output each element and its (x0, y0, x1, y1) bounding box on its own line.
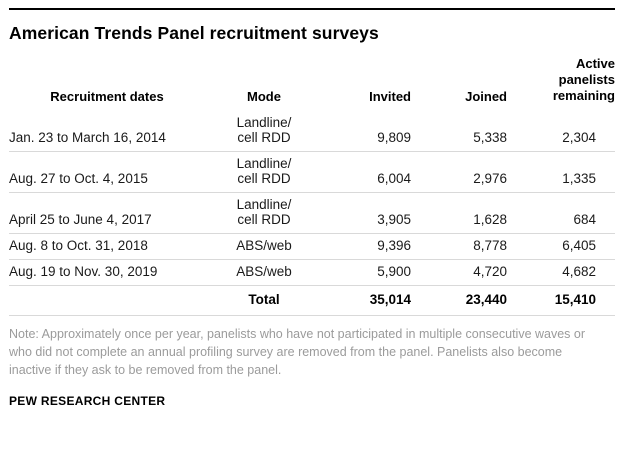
cell-joined: 4,720 (411, 259, 507, 287)
cell-mode: Landline/ cell RDD (205, 151, 323, 194)
cell-remaining: 2,304 (507, 111, 615, 153)
cell-empty (9, 285, 205, 317)
total-row: Total 35,014 23,440 15,410 (9, 285, 615, 317)
cell-remaining: 684 (507, 192, 615, 235)
cell-recruitment-dates: Aug. 19 to Nov. 30, 2019 (9, 259, 205, 287)
column-header-mode: Mode (247, 89, 281, 105)
report-figure: American Trends Panel recruitment survey… (9, 8, 615, 408)
note-text: Note: Approximately once per year, panel… (9, 327, 586, 377)
cell-recruitment-dates: Aug. 27 to Oct. 4, 2015 (9, 151, 205, 194)
table-row: Jan. 23 to March 16, 2014 Landline/ cell… (9, 111, 615, 153)
cell-invited: 9,809 (323, 111, 411, 153)
cell-invited: 9,396 (323, 233, 411, 261)
cell-recruitment-dates: Jan. 23 to March 16, 2014 (9, 111, 205, 153)
header-row: Recruitment dates Mode Invited Joined Ac… (9, 52, 615, 112)
table-row: Aug. 8 to Oct. 31, 2018 ABS/web 9,396 8,… (9, 233, 615, 261)
cell-recruitment-dates: April 25 to June 4, 2017 (9, 192, 205, 235)
table-row: Aug. 19 to Nov. 30, 2019 ABS/web 5,900 4… (9, 259, 615, 287)
cell-invited: 5,900 (323, 259, 411, 287)
cell-joined: 5,338 (411, 111, 507, 153)
column-header-joined: Joined (465, 89, 507, 105)
cell-mode: Landline/ cell RDD (205, 192, 323, 235)
cell-mode: ABS/web (205, 233, 323, 261)
column-header-invited: Invited (369, 89, 411, 105)
table-row: Aug. 27 to Oct. 4, 2015 Landline/ cell R… (9, 151, 615, 194)
cell-remaining: 4,682 (507, 259, 615, 287)
top-rule (9, 8, 615, 10)
cell-mode: ABS/web (205, 259, 323, 287)
table-row: April 25 to June 4, 2017 Landline/ cell … (9, 192, 615, 235)
cell-remaining: 1,335 (507, 151, 615, 194)
column-header-remaining-cell: Active panelists remaining (507, 52, 615, 112)
total-joined: 23,440 (411, 285, 507, 317)
cell-mode: Landline/ cell RDD (205, 111, 323, 153)
cell-invited: 6,004 (323, 151, 411, 194)
total-label: Total (205, 285, 323, 317)
page-title: American Trends Panel recruitment survey… (9, 22, 379, 43)
recruitment-table: Recruitment dates Mode Invited Joined Ac… (9, 52, 615, 317)
cell-joined: 8,778 (411, 233, 507, 261)
source-label: PEW RESEARCH CENTER (9, 393, 166, 408)
column-header-recruitment-dates: Recruitment dates (50, 89, 164, 105)
cell-joined: 1,628 (411, 192, 507, 235)
cell-joined: 2,976 (411, 151, 507, 194)
cell-recruitment-dates: Aug. 8 to Oct. 31, 2018 (9, 233, 205, 261)
column-header-active-panelists-remaining: Active panelists remaining (552, 55, 615, 104)
cell-remaining: 6,405 (507, 233, 615, 261)
total-invited: 35,014 (323, 285, 411, 317)
total-remaining: 15,410 (507, 285, 615, 317)
cell-invited: 3,905 (323, 192, 411, 235)
